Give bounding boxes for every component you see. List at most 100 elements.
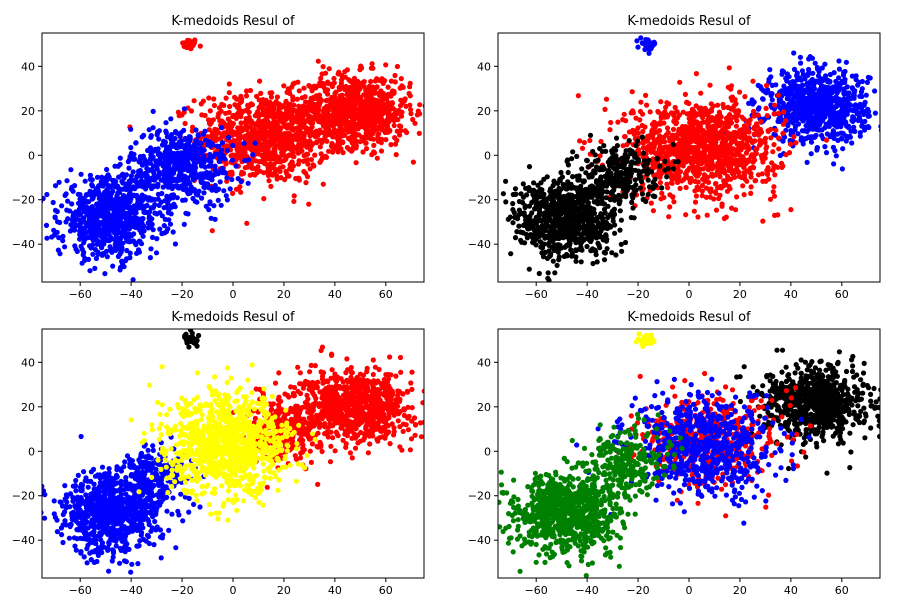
scatter-point bbox=[139, 134, 145, 140]
scatter-point bbox=[241, 140, 247, 146]
scatter-point bbox=[112, 163, 118, 169]
scatter-point bbox=[853, 73, 859, 79]
scatter-point bbox=[794, 77, 800, 83]
scatter-point bbox=[607, 127, 613, 133]
scatter-point bbox=[237, 99, 243, 106]
scatter-point bbox=[698, 140, 705, 146]
scatter-point bbox=[323, 70, 329, 76]
scatter-point bbox=[161, 223, 167, 229]
scatter-point bbox=[205, 181, 211, 187]
scatter-point bbox=[287, 152, 293, 158]
scatter-point bbox=[646, 143, 652, 149]
scatter-point bbox=[807, 121, 814, 127]
scatter-point bbox=[850, 114, 856, 120]
scatter-point bbox=[106, 195, 112, 201]
scatter-point bbox=[849, 73, 856, 79]
scatter-point bbox=[680, 123, 686, 130]
scatter-point bbox=[826, 123, 832, 129]
scatter-point bbox=[116, 240, 122, 246]
scatter-point bbox=[155, 191, 161, 197]
scatter-point bbox=[744, 118, 750, 124]
scatter-point bbox=[271, 103, 277, 109]
scatter-point bbox=[802, 90, 808, 96]
scatter-point bbox=[323, 126, 329, 132]
scatter-point bbox=[238, 189, 244, 195]
scatter-point bbox=[317, 144, 323, 150]
scatter-point bbox=[813, 97, 820, 103]
scatter-point bbox=[301, 85, 307, 91]
scatter-point bbox=[214, 127, 220, 133]
scatter-point bbox=[142, 161, 148, 167]
scatter-point bbox=[131, 177, 137, 184]
scatter-point bbox=[265, 172, 271, 179]
scatter-point bbox=[297, 134, 303, 140]
scatter-point bbox=[796, 105, 802, 111]
scatter-point bbox=[363, 140, 369, 146]
scatter-point bbox=[394, 128, 400, 134]
scatter-point bbox=[105, 237, 111, 243]
scatter-point bbox=[779, 164, 785, 170]
scatter-point bbox=[150, 205, 156, 211]
scatter-point bbox=[691, 148, 698, 154]
scatter-point bbox=[147, 255, 153, 261]
scatter-point bbox=[269, 141, 275, 147]
scatter-point bbox=[96, 202, 102, 208]
scatter-point bbox=[293, 125, 300, 131]
scatter-points bbox=[42, 37, 424, 282]
scatter-point bbox=[134, 250, 140, 256]
scatter-point bbox=[322, 118, 328, 124]
scatter-point bbox=[150, 108, 156, 114]
scatter-point bbox=[750, 78, 756, 84]
scatter-point bbox=[788, 128, 794, 134]
scatter-point bbox=[674, 133, 680, 139]
scatter-point bbox=[211, 102, 217, 109]
scatter-point bbox=[707, 82, 713, 88]
scatter-point bbox=[298, 112, 304, 118]
scatter-point bbox=[81, 229, 88, 235]
cluster-2 bbox=[262, 61, 424, 165]
scatter-point bbox=[98, 243, 105, 249]
scatter-point bbox=[669, 174, 676, 180]
scatter-point bbox=[705, 116, 711, 122]
scatter-point bbox=[278, 142, 284, 148]
scatter-point bbox=[136, 168, 142, 174]
scatter-point bbox=[667, 138, 673, 144]
scatter-point bbox=[658, 155, 665, 161]
scatter-point bbox=[745, 158, 752, 164]
scatter-point bbox=[105, 210, 111, 216]
scatter-point bbox=[308, 157, 315, 163]
scatter-point bbox=[253, 158, 259, 164]
scatter-point bbox=[384, 110, 391, 116]
scatter-point bbox=[809, 55, 816, 61]
scatter-point bbox=[143, 186, 149, 192]
scatter-point bbox=[777, 152, 783, 159]
scatter-point bbox=[59, 203, 65, 209]
scatter-point bbox=[110, 202, 116, 208]
scatter-point bbox=[728, 105, 734, 111]
scatter-point bbox=[808, 151, 814, 157]
scatter-point bbox=[363, 146, 370, 152]
scatter-point bbox=[115, 190, 121, 196]
scatter-point bbox=[206, 163, 212, 169]
scatter-point bbox=[322, 137, 328, 143]
scatter-point bbox=[696, 134, 702, 140]
scatter-point bbox=[203, 203, 209, 209]
scatter-point bbox=[108, 191, 114, 197]
scatter-point bbox=[360, 149, 366, 155]
scatter-point bbox=[661, 150, 667, 156]
scatter-point bbox=[346, 135, 353, 141]
scatter-point bbox=[77, 192, 83, 198]
scatter-point bbox=[788, 207, 794, 213]
scatter-point bbox=[206, 127, 212, 133]
scatter-point bbox=[880, 113, 885, 118]
scatter-point bbox=[208, 215, 214, 221]
scatter-point bbox=[154, 211, 160, 217]
scatter-point bbox=[717, 183, 724, 190]
scatter-point bbox=[771, 193, 778, 199]
scatter-point bbox=[741, 123, 748, 129]
scatter-point bbox=[290, 97, 296, 103]
scatter-point bbox=[51, 227, 57, 233]
scatter-point bbox=[169, 204, 175, 210]
scatter-point bbox=[165, 226, 171, 232]
